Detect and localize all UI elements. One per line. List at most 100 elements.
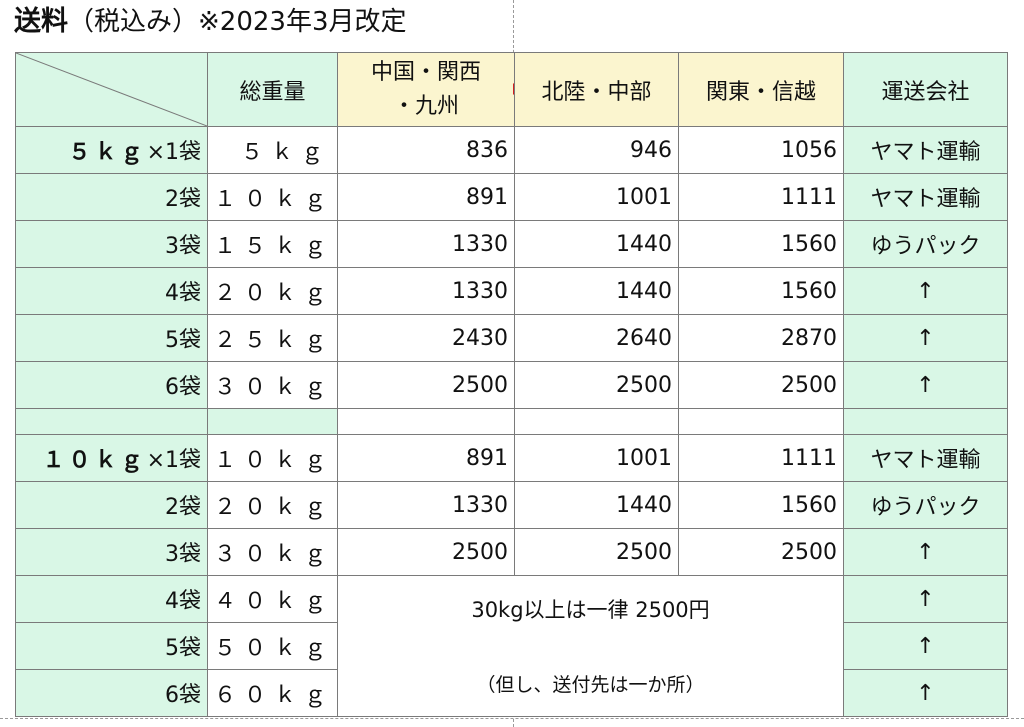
carrier-cell: ゆうパック xyxy=(843,481,1008,529)
price-cell: 2500 xyxy=(678,528,844,576)
price-cell: 2870 xyxy=(678,314,844,362)
bag-count-cell: ５ｋｇ×1袋 xyxy=(15,126,208,174)
weight-cell: ５０ｋｇ xyxy=(207,622,338,670)
weight-cell: ２０ｋｇ xyxy=(207,481,338,529)
bag-count-cell: 4袋 xyxy=(15,575,208,623)
spacer-cell xyxy=(843,408,1008,435)
price-cell: 2640 xyxy=(514,314,679,362)
table-row: 6袋 ６０ｋｇ ↑ xyxy=(15,669,1008,717)
price-cell: 1111 xyxy=(678,173,844,221)
price-cell: 1330 xyxy=(337,481,515,529)
flat-rate-merged-cell: 30kg以上は一律 2500円 （但し、送付先は一か所） xyxy=(337,575,844,717)
carrier-cell: ↑ xyxy=(843,622,1008,670)
weight-cell: １５ｋｇ xyxy=(207,220,338,268)
page-title: 送料（税込み）※2023年3月改定 xyxy=(14,2,407,42)
carrier-cell: ↑ xyxy=(843,669,1008,717)
table-row: 3袋 ３０ｋｇ 2500 2500 2500 ↑ xyxy=(15,528,1008,576)
header-region1-line1: 中国・関西 xyxy=(370,59,481,85)
price-cell: 946 xyxy=(514,126,679,174)
bag-count-cell: 4袋 xyxy=(15,267,208,315)
table-row: 6袋 ３０ｋｇ 2500 2500 2500 ↑ xyxy=(15,361,1008,409)
spacer-row xyxy=(15,408,1008,435)
carrier-cell: ↑ xyxy=(843,314,1008,362)
carrier-cell: ゆうパック xyxy=(843,220,1008,268)
weight-cell: ２５ｋｇ xyxy=(207,314,338,362)
table-row: 5袋 ５０ｋｇ ↑ xyxy=(15,622,1008,670)
weight-cell: １０ｋｇ xyxy=(207,434,338,482)
bag-count-cell: 2袋 xyxy=(15,481,208,529)
price-cell: 2430 xyxy=(337,314,515,362)
bag-count-cell: 2袋 xyxy=(15,173,208,221)
destination-note: （但し、送付先は一か所） xyxy=(476,674,705,696)
table-row: 5袋 ２５ｋｇ 2430 2640 2870 ↑ xyxy=(15,314,1008,362)
weight-cell: １０ｋｇ xyxy=(207,173,338,221)
table-row: 2袋 ２０ｋｇ 1330 1440 1560 ゆうパック xyxy=(15,481,1008,529)
page-break-horizontal xyxy=(0,718,1024,719)
price-cell: 2500 xyxy=(337,361,515,409)
price-cell: 836 xyxy=(337,126,515,174)
weight-cell: ３０ｋｇ xyxy=(207,361,338,409)
carrier-cell: ヤマト運輸 xyxy=(843,126,1008,174)
price-cell: 1440 xyxy=(514,220,679,268)
price-cell: 2500 xyxy=(337,528,515,576)
carrier-cell: ↑ xyxy=(843,528,1008,576)
bag-count-cell: 3袋 xyxy=(15,528,208,576)
bag-size-suffix: ×1袋 xyxy=(146,140,201,165)
spacer-cell xyxy=(514,408,679,435)
price-cell: 1111 xyxy=(678,434,844,482)
header-region-chugoku-kansai-kyushu: 中国・関西 ・九州 xyxy=(337,52,515,127)
comment-marker-icon xyxy=(513,83,514,95)
price-cell: 1001 xyxy=(514,434,679,482)
carrier-cell: ↑ xyxy=(843,361,1008,409)
spacer-cell xyxy=(207,408,338,435)
shipping-fee-table: 総重量 中国・関西 ・九州 北陸・中部 関東・信越 運送会社 ５ｋｇ×1袋 ５ｋ… xyxy=(15,52,1008,717)
price-cell: 1001 xyxy=(514,173,679,221)
table-row: ５ｋｇ×1袋 ５ｋｇ 836 946 1056 ヤマト運輸 xyxy=(15,126,1008,174)
title-main: 送料 xyxy=(14,6,68,37)
carrier-cell: ヤマト運輸 xyxy=(843,434,1008,482)
price-cell: 2500 xyxy=(514,528,679,576)
weight-cell: ５ｋｇ xyxy=(207,126,338,174)
spacer-cell xyxy=(15,408,208,435)
weight-cell: ４０ｋｇ xyxy=(207,575,338,623)
weight-cell: ６０ｋｇ xyxy=(207,669,338,717)
bag-size-label: １０ｋｇ xyxy=(42,448,147,473)
price-cell: 1560 xyxy=(678,267,844,315)
price-cell: 1330 xyxy=(337,220,515,268)
bag-count-cell: 6袋 xyxy=(15,361,208,409)
spacer-cell xyxy=(678,408,844,435)
header-region-hokuriku-chubu: 北陸・中部 xyxy=(514,52,679,127)
table-row: １０ｋｇ×1袋 １０ｋｇ 891 1001 1111 ヤマト運輸 xyxy=(15,434,1008,482)
weight-cell: ３０ｋｇ xyxy=(207,528,338,576)
spacer-cell xyxy=(337,408,515,435)
flat-rate-note: 30kg以上は一律 2500円 xyxy=(471,598,710,622)
header-total-weight: 総重量 xyxy=(207,52,338,127)
bag-count-cell: 6袋 xyxy=(15,669,208,717)
table-row: 3袋 １５ｋｇ 1330 1440 1560 ゆうパック xyxy=(15,220,1008,268)
header-row: 総重量 中国・関西 ・九州 北陸・中部 関東・信越 運送会社 xyxy=(15,52,1008,127)
title-note: （税込み）※2023年3月改定 xyxy=(68,7,407,37)
bag-size-label: ５ｋｇ xyxy=(68,140,147,165)
bag-count-cell: 5袋 xyxy=(15,622,208,670)
table-row: 2袋 １０ｋｇ 891 1001 1111 ヤマト運輸 xyxy=(15,173,1008,221)
price-cell: 1560 xyxy=(678,220,844,268)
header-region-kanto-shinetsu: 関東・信越 xyxy=(678,52,844,127)
price-cell: 2500 xyxy=(678,361,844,409)
price-cell: 891 xyxy=(337,434,515,482)
price-cell: 1440 xyxy=(514,267,679,315)
carrier-cell: ↑ xyxy=(843,575,1008,623)
corner-diagonal-cell xyxy=(15,52,208,127)
carrier-cell: ヤマト運輸 xyxy=(843,173,1008,221)
bag-count-cell: １０ｋｇ×1袋 xyxy=(15,434,208,482)
weight-cell: ２０ｋｇ xyxy=(207,267,338,315)
price-cell: 891 xyxy=(337,173,515,221)
bag-count-cell: 5袋 xyxy=(15,314,208,362)
table-row: 4袋 ２０ｋｇ 1330 1440 1560 ↑ xyxy=(15,267,1008,315)
header-carrier: 運送会社 xyxy=(843,52,1008,127)
carrier-cell: ↑ xyxy=(843,267,1008,315)
header-region1-line2: ・九州 xyxy=(392,93,459,119)
table-row: 4袋 ４０ｋｇ 30kg以上は一律 2500円 （但し、送付先は一か所） ↑ xyxy=(15,575,1008,717)
price-cell: 1056 xyxy=(678,126,844,174)
price-cell: 1330 xyxy=(337,267,515,315)
bag-size-suffix: ×1袋 xyxy=(146,448,201,473)
